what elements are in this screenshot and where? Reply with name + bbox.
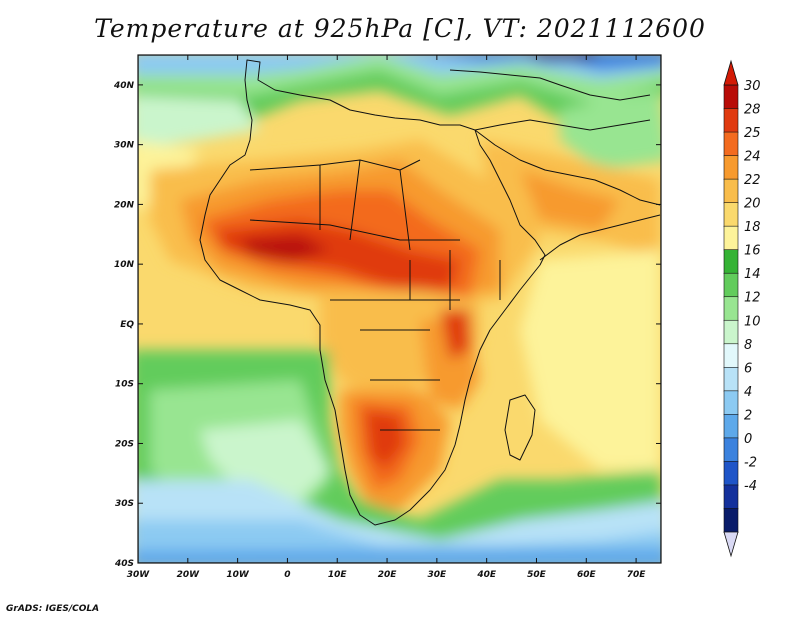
lon-label: 20E xyxy=(378,570,398,580)
lat-label: 30S xyxy=(115,499,134,509)
lon-label: 70E xyxy=(627,570,647,580)
colorbar-label: 24 xyxy=(744,150,761,165)
temperature-field xyxy=(138,55,661,563)
colorbar-label: 25 xyxy=(744,126,761,141)
colorbar-arrow-bottom xyxy=(723,531,739,558)
lon-label: 0 xyxy=(284,570,290,580)
colorbar-label: -2 xyxy=(744,455,757,470)
lat-label: 40N xyxy=(113,81,135,91)
colorbar-swatch xyxy=(723,249,739,275)
colorbar-label: 14 xyxy=(744,267,761,282)
lon-label: 10E xyxy=(328,570,348,580)
lon-label: 30W xyxy=(127,570,151,580)
lat-label: 10N xyxy=(114,260,135,270)
colorbar-swatch xyxy=(723,414,739,439)
colorbar-label: 30 xyxy=(744,79,761,94)
colorbar-swatch xyxy=(723,178,739,204)
colorbar-label: 4 xyxy=(744,385,752,400)
colorbar-swatch xyxy=(723,131,739,157)
colorbar-label: 6 xyxy=(744,361,752,376)
coastlines xyxy=(199,59,661,526)
lat-label: EQ xyxy=(120,320,134,330)
lat-label: 20N xyxy=(114,200,135,210)
colorbar-label: 20 xyxy=(744,197,761,212)
colorbar-label: 8 xyxy=(744,338,752,353)
latitude-axis: 40N 30N 20N 10N EQ 10S 20S 30S 40S xyxy=(113,81,661,569)
colorbar-label: 22 xyxy=(744,173,761,188)
colorbar-label: 2 xyxy=(744,408,752,423)
colorbar-swatch xyxy=(723,202,739,227)
colorbar-swatch xyxy=(723,390,739,416)
colorbar-label: 18 xyxy=(744,220,761,235)
colorbar-swatch xyxy=(723,108,739,133)
colorbar-label: 28 xyxy=(744,103,761,118)
map-title: Temperature at 925hPa [C], VT: 202111260… xyxy=(94,14,706,43)
colorbar-label: 16 xyxy=(744,244,761,259)
plot-frame xyxy=(137,54,662,564)
colorbar-label: -4 xyxy=(744,479,757,494)
lon-label: 10W xyxy=(226,570,250,580)
longitude-axis: 30W 20W 10W 0 10E 20E 30E 40E 50E 60E 70E xyxy=(127,55,647,580)
colorbar-swatch xyxy=(723,484,739,510)
colorbar-swatch xyxy=(723,296,739,322)
colorbar-swatch xyxy=(723,367,739,392)
lon-label: 30E xyxy=(428,570,448,580)
colorbar-swatch xyxy=(723,437,739,463)
colorbar-arrow-top xyxy=(723,59,739,86)
credit-text: GrADS: IGES/COLA xyxy=(6,604,100,614)
colorbar-swatch xyxy=(723,343,739,369)
lon-label: 20W xyxy=(177,570,201,580)
colorbar-label: 0 xyxy=(744,432,752,447)
lon-label: 60E xyxy=(577,570,597,580)
colorbar-swatch xyxy=(723,272,739,298)
colorbar-swatch xyxy=(723,319,739,345)
colorbar-label: 12 xyxy=(744,291,761,306)
colorbar-swatch xyxy=(723,225,739,251)
lat-label: 40S xyxy=(114,559,134,569)
lat-label: 20S xyxy=(115,439,134,449)
colorbar-swatch xyxy=(723,461,739,486)
lat-label: 10S xyxy=(115,380,134,390)
lon-label: 50E xyxy=(527,570,547,580)
lat-label: 30N xyxy=(114,141,135,151)
lon-label: 40E xyxy=(476,570,497,580)
colorbar-label: 10 xyxy=(744,314,761,329)
colorbar-swatch xyxy=(723,508,739,533)
colorbar-swatch xyxy=(723,84,739,110)
colorbar-swatch xyxy=(723,155,739,180)
